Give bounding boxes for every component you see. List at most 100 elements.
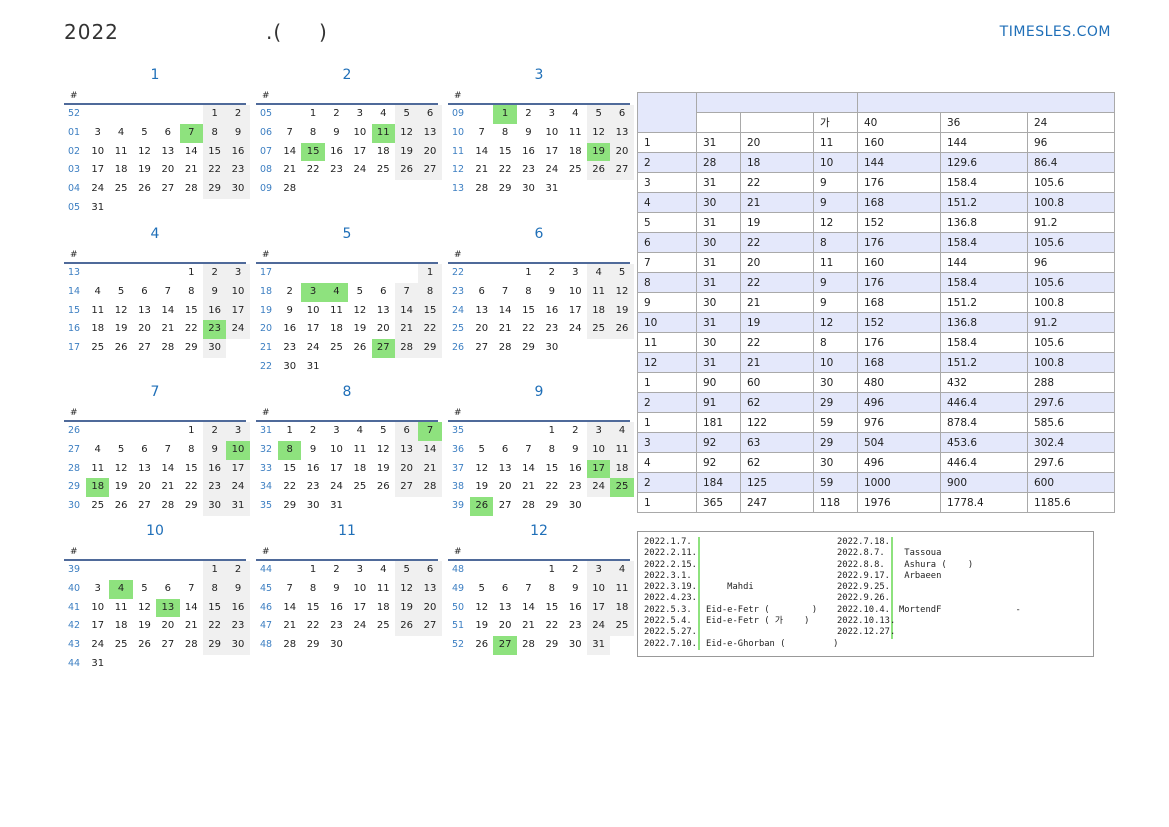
day-cell[interactable]: 18 [114, 164, 128, 176]
day-cell[interactable]: 6 [478, 285, 485, 297]
day-cell[interactable]: 2 [202, 422, 227, 441]
day-cell[interactable]: 22 [545, 481, 559, 493]
day-cell[interactable]: 1 [548, 564, 556, 575]
day-cell[interactable]: 28 [498, 342, 512, 354]
day-cell[interactable]: 15 [202, 598, 227, 618]
day-cell[interactable]: 29 [202, 636, 227, 655]
day-cell[interactable]: 25 [376, 164, 390, 176]
day-cell[interactable]: 5 [586, 105, 611, 124]
day-cell[interactable]: 5 [117, 285, 125, 297]
day-cell[interactable]: 29 [184, 342, 198, 354]
day-cell[interactable]: 20 [418, 598, 442, 618]
day-cell[interactable]: 26 [586, 161, 611, 181]
day-cell[interactable]: 23 [568, 620, 582, 632]
day-cell[interactable]: 9 [202, 282, 227, 302]
day-cell[interactable]: 22 [306, 620, 320, 632]
day-cell[interactable]: 30 [306, 500, 320, 512]
day-cell[interactable]: 1 [202, 105, 227, 124]
day-cell[interactable]: 10 [545, 126, 559, 138]
day-cell[interactable]: 20 [475, 323, 489, 335]
day-cell[interactable]: 20 [418, 142, 442, 162]
day-cell[interactable]: 4 [117, 126, 125, 138]
day-cell[interactable]: 24 [306, 342, 320, 354]
day-cell[interactable]: 23 [202, 320, 227, 340]
day-cell[interactable]: 26 [114, 342, 128, 354]
day-cell[interactable]: 4 [356, 425, 364, 436]
day-cell[interactable]: 5 [394, 561, 419, 580]
day-cell[interactable]: 11 [114, 601, 128, 613]
day-cell[interactable]: 9 [202, 440, 227, 460]
day-cell[interactable]: 5 [610, 264, 634, 283]
day-cell[interactable]: 21 [283, 164, 297, 176]
day-cell[interactable]: 30 [202, 339, 227, 358]
day-cell[interactable]: 7 [394, 282, 419, 302]
day-cell[interactable]: 9 [309, 443, 317, 455]
day-cell[interactable]: 3 [94, 126, 101, 138]
day-cell[interactable]: 6 [164, 126, 172, 138]
day-cell[interactable]: 22 [522, 323, 535, 335]
day-cell[interactable]: 26 [470, 497, 494, 516]
day-cell[interactable]: 1 [309, 564, 317, 575]
day-cell[interactable]: 28 [184, 639, 198, 651]
day-cell[interactable]: 30 [202, 497, 227, 516]
day-cell[interactable]: 10 [226, 440, 250, 460]
day-cell[interactable]: 19 [376, 462, 390, 474]
day-cell[interactable]: 22 [306, 164, 320, 176]
day-cell[interactable]: 6 [501, 443, 509, 455]
day-cell[interactable]: 9 [333, 126, 340, 138]
day-cell[interactable]: 20 [610, 142, 634, 162]
day-cell[interactable]: 7 [164, 285, 172, 297]
day-cell[interactable]: 8 [202, 123, 227, 143]
day-cell[interactable]: 7 [525, 443, 532, 455]
day-cell[interactable]: 19 [114, 481, 128, 493]
day-cell[interactable]: 27 [138, 500, 151, 512]
day-cell[interactable]: 29 [306, 639, 320, 651]
day-cell[interactable]: 30 [330, 639, 343, 651]
day-cell[interactable]: 11 [353, 443, 367, 455]
day-cell[interactable]: 21 [498, 323, 512, 335]
day-cell[interactable]: 30 [568, 500, 582, 512]
day-cell[interactable]: 14 [283, 601, 297, 613]
day-cell[interactable]: 17 [306, 323, 320, 335]
day-cell[interactable]: 8 [525, 285, 532, 297]
day-cell[interactable]: 17 [91, 620, 105, 632]
day-cell[interactable]: 28 [418, 478, 442, 498]
day-cell[interactable]: 11 [330, 304, 343, 316]
day-cell[interactable]: 8 [188, 285, 195, 297]
day-cell[interactable]: 14 [418, 440, 442, 460]
day-cell[interactable]: 30 [283, 360, 297, 372]
day-cell[interactable]: 6 [380, 285, 387, 297]
day-cell[interactable]: 27 [161, 183, 175, 195]
day-cell[interactable]: 10 [91, 145, 105, 157]
day-cell[interactable]: 22 [184, 481, 198, 493]
day-cell[interactable]: 7 [478, 126, 485, 138]
day-cell[interactable]: 12 [138, 601, 151, 613]
day-cell[interactable]: 14 [475, 145, 489, 157]
day-cell[interactable]: 15 [301, 142, 325, 162]
day-cell[interactable]: 2 [525, 108, 532, 119]
day-cell[interactable]: 14 [394, 301, 419, 321]
day-cell[interactable]: 22 [184, 323, 198, 335]
day-cell[interactable]: 9 [226, 123, 250, 143]
day-cell[interactable]: 27 [418, 161, 442, 181]
day-cell[interactable]: 23 [522, 164, 535, 176]
day-cell[interactable]: 20 [138, 481, 151, 493]
day-cell[interactable]: 5 [394, 105, 419, 124]
day-cell[interactable]: 25 [114, 639, 128, 651]
day-cell[interactable]: 10 [226, 282, 250, 302]
day-cell[interactable]: 16 [330, 601, 343, 613]
day-cell[interactable]: 3 [586, 422, 611, 441]
day-cell[interactable]: 8 [309, 126, 317, 138]
day-cell[interactable]: 1 [286, 425, 293, 436]
day-cell[interactable]: 31 [91, 657, 105, 669]
day-cell[interactable]: 3 [226, 422, 250, 441]
day-cell[interactable]: 21 [184, 620, 198, 632]
day-cell[interactable]: 28 [522, 500, 535, 512]
day-cell[interactable]: 1 [202, 561, 227, 580]
day-cell[interactable]: 18 [330, 323, 343, 335]
day-cell[interactable]: 13 [475, 304, 489, 316]
day-cell[interactable]: 19 [394, 142, 419, 162]
day-cell[interactable]: 3 [333, 425, 340, 436]
day-cell[interactable]: 14 [522, 601, 535, 613]
day-cell[interactable]: 29 [545, 639, 559, 651]
